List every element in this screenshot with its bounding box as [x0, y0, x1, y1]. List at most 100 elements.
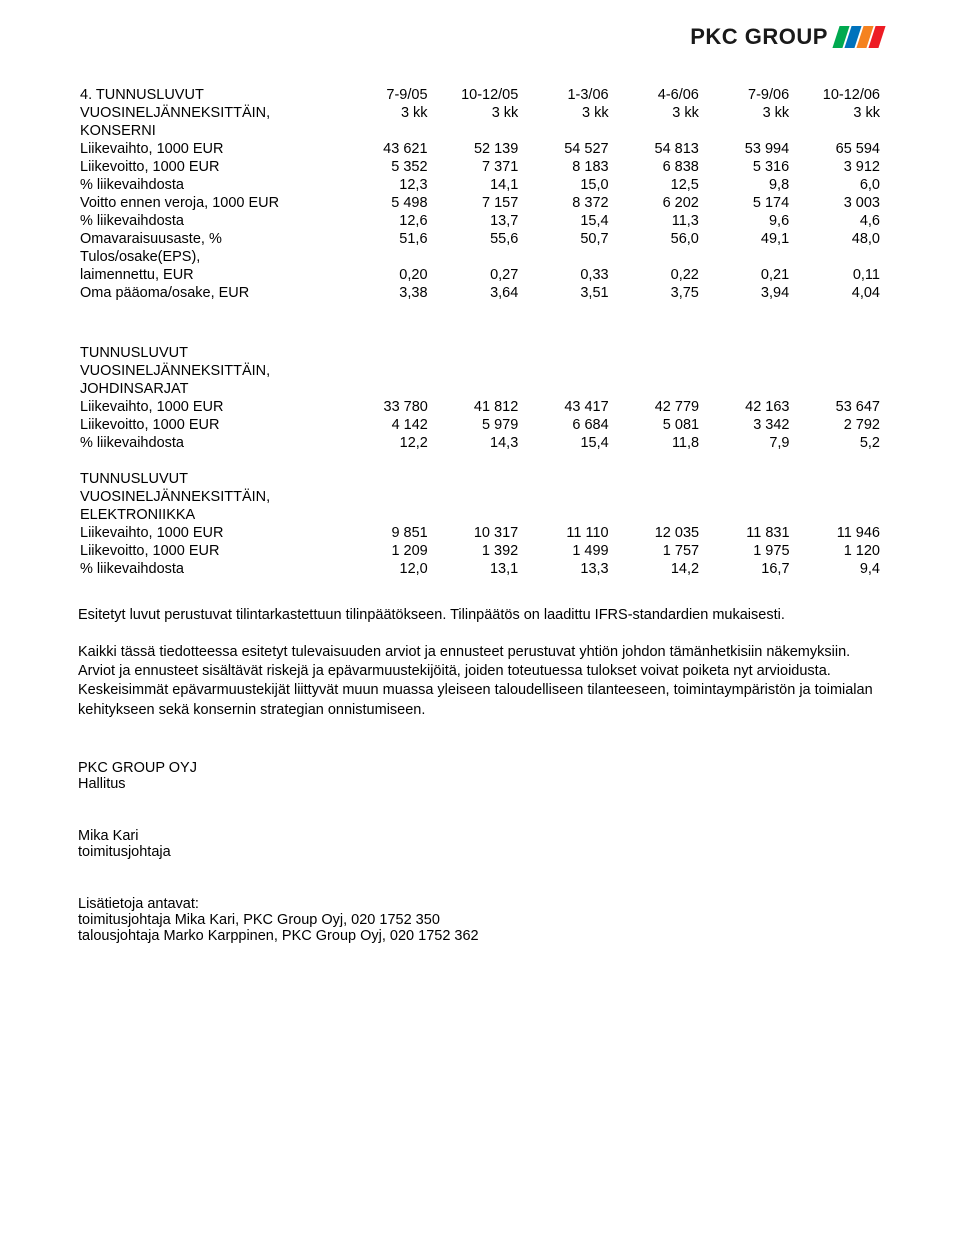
signature-block: PKC GROUP OYJ Hallitus [78, 760, 882, 792]
col-header: 3 kk [611, 104, 701, 122]
cell-value: 12,2 [339, 434, 429, 452]
table-header-row: VUOSINELJÄNNEKSITTÄIN, 3 kk 3 kk 3 kk 3 … [78, 104, 882, 122]
page: PKC GROUP 4. TUNNUSLUVUT 7-9/05 10-12/05… [0, 0, 960, 1237]
table-row: Omavaraisuusaste, %51,655,650,756,049,14… [78, 230, 882, 248]
col-header: 3 kk [520, 104, 610, 122]
col-header: 3 kk [791, 104, 882, 122]
cell-value [430, 248, 521, 266]
cell-value: 3,94 [701, 284, 791, 302]
section-title: 4. TUNNUSLUVUT [78, 86, 339, 104]
cell-value: 6 838 [611, 158, 701, 176]
cell-value: 5 081 [611, 416, 701, 434]
table-header-row: 4. TUNNUSLUVUT 7-9/05 10-12/05 1-3/06 4-… [78, 86, 882, 104]
cell-value: 51,6 [339, 230, 429, 248]
row-label: % liikevaihdosta [78, 176, 339, 194]
row-label: Tulos/osake(EPS), [78, 248, 339, 266]
cell-value: 3 912 [791, 158, 882, 176]
row-label: Liikevoitto, 1000 EUR [78, 158, 339, 176]
paragraph: Kaikki tässä tiedotteessa esitetyt tulev… [78, 643, 882, 720]
cell-value: 15,0 [520, 176, 610, 194]
cell-value: 5 352 [339, 158, 429, 176]
cell-value: 50,7 [520, 230, 610, 248]
paragraph: Esitetyt luvut perustuvat tilintarkastet… [78, 606, 882, 625]
cell-value: 3,38 [339, 284, 429, 302]
cell-value: 52 139 [430, 140, 521, 158]
contact-title: Lisätietoja antavat: [78, 896, 882, 912]
table-row: laimennettu, EUR0,200,270,330,220,210,11 [78, 266, 882, 284]
cell-value: 0,27 [430, 266, 521, 284]
cell-value: 42 163 [701, 398, 791, 416]
cell-value: 3,75 [611, 284, 701, 302]
cell-value: 6,0 [791, 176, 882, 194]
cell-value: 7,9 [701, 434, 791, 452]
cell-value: 3,51 [520, 284, 610, 302]
table-header-row: TUNNUSLUVUT [78, 344, 882, 362]
cell-value: 9,8 [701, 176, 791, 194]
table-row: Tulos/osake(EPS), [78, 248, 882, 266]
table-row: Voitto ennen veroja, 1000 EUR5 4987 1578… [78, 194, 882, 212]
cell-value: 14,3 [430, 434, 520, 452]
cell-value: 0,33 [520, 266, 610, 284]
table-header-row: ELEKTRONIIKKA [78, 506, 882, 524]
row-label: % liikevaihdosta [78, 212, 339, 230]
table-row: % liikevaihdosta12,613,715,411,39,64,6 [78, 212, 882, 230]
row-label: Liikevaihto, 1000 EUR [78, 140, 339, 158]
cell-value: 13,3 [520, 560, 610, 578]
table-johdinsarjat: TUNNUSLUVUT VUOSINELJÄNNEKSITTÄIN, JOHDI… [78, 344, 882, 452]
table-row: Liikevoitto, 1000 EUR4 1425 9796 6845 08… [78, 416, 882, 434]
table-row: Liikevaihto, 1000 EUR43 62152 13954 5275… [78, 140, 882, 158]
cell-value: 7 371 [430, 158, 521, 176]
table-row: Liikevaihto, 1000 EUR9 85110 31711 11012… [78, 524, 882, 542]
row-label: % liikevaihdosta [78, 560, 340, 578]
row-label: Omavaraisuusaste, % [78, 230, 339, 248]
cell-value: 16,7 [701, 560, 791, 578]
cell-value: 12,6 [339, 212, 429, 230]
logo-text: PKC GROUP [690, 24, 828, 50]
cell-value: 56,0 [611, 230, 701, 248]
cell-value: 11 110 [520, 524, 610, 542]
cell-value: 11 946 [792, 524, 882, 542]
cell-value [520, 248, 610, 266]
col-header: 3 kk [430, 104, 521, 122]
section-title: TUNNUSLUVUT [78, 470, 340, 488]
cell-value: 14,1 [430, 176, 521, 194]
cell-value: 43 621 [339, 140, 429, 158]
cell-value: 33 780 [339, 398, 429, 416]
section-title: VUOSINELJÄNNEKSITTÄIN, [78, 104, 339, 122]
table-header-row: JOHDINSARJAT [78, 380, 882, 398]
company-name: PKC GROUP OYJ [78, 760, 882, 776]
row-label: % liikevaihdosta [78, 434, 339, 452]
person-name: Mika Kari [78, 828, 882, 844]
table-header-row: VUOSINELJÄNNEKSITTÄIN, [78, 488, 882, 506]
section-title: KONSERNI [78, 122, 339, 140]
cell-value: 0,22 [611, 266, 701, 284]
row-label: Liikevoitto, 1000 EUR [78, 542, 340, 560]
col-header: 3 kk [701, 104, 791, 122]
cell-value: 1 975 [701, 542, 791, 560]
cell-value: 53 647 [792, 398, 883, 416]
cell-value: 9,6 [701, 212, 791, 230]
table-row: % liikevaihdosta12,214,315,411,87,95,2 [78, 434, 882, 452]
cell-value: 1 120 [792, 542, 882, 560]
cell-value: 42 779 [611, 398, 701, 416]
cell-value: 9,4 [792, 560, 882, 578]
cell-value: 1 499 [520, 542, 610, 560]
table-header-row: VUOSINELJÄNNEKSITTÄIN, [78, 362, 882, 380]
col-header: 10-12/05 [430, 86, 521, 104]
section-title: TUNNUSLUVUT [78, 344, 339, 362]
row-label: laimennettu, EUR [78, 266, 339, 284]
signature-block: Mika Kari toimitusjohtaja [78, 828, 882, 860]
cell-value: 0,11 [791, 266, 882, 284]
cell-value: 53 994 [701, 140, 791, 158]
contact-line: toimitusjohtaja Mika Kari, PKC Group Oyj… [78, 912, 882, 928]
col-header: 3 kk [339, 104, 429, 122]
board-label: Hallitus [78, 776, 882, 792]
cell-value: 6 202 [611, 194, 701, 212]
cell-value: 5 979 [430, 416, 520, 434]
section-title: VUOSINELJÄNNEKSITTÄIN, [78, 362, 339, 380]
cell-value: 10 317 [430, 524, 520, 542]
section-title: VUOSINELJÄNNEKSITTÄIN, [78, 488, 340, 506]
cell-value: 1 209 [340, 542, 430, 560]
cell-value: 9 851 [340, 524, 430, 542]
cell-value: 5 316 [701, 158, 791, 176]
